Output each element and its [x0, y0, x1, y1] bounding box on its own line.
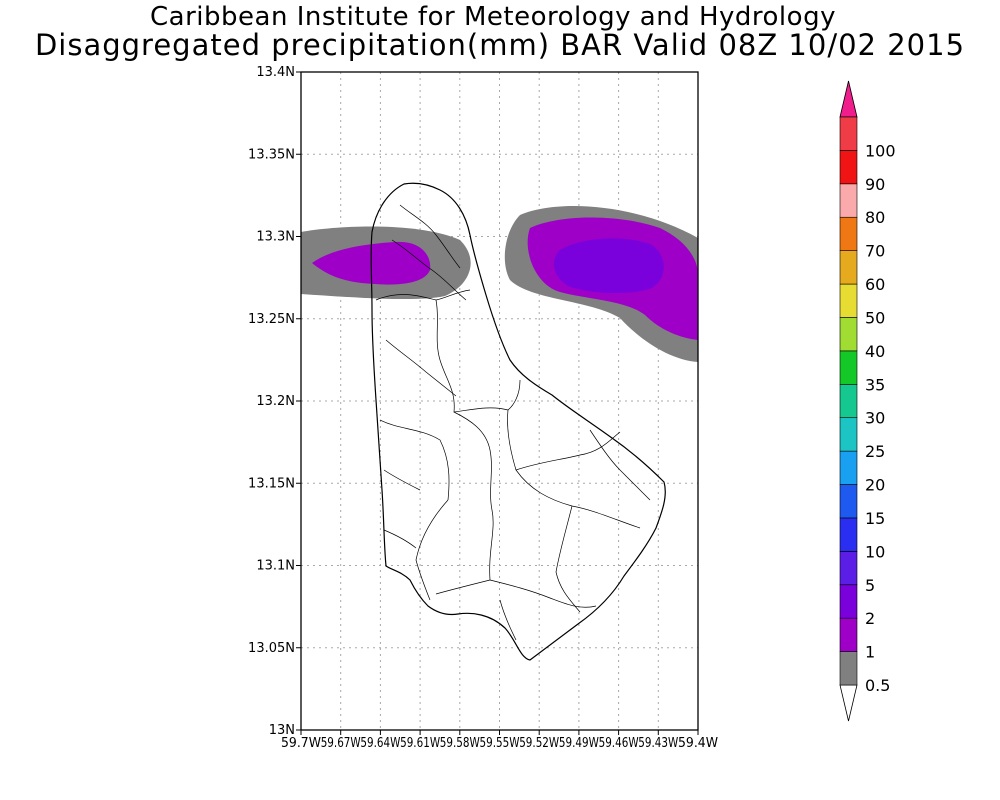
- legend-label: 25: [865, 442, 885, 461]
- legend-swatch: [839, 183, 858, 218]
- map-subtitle: Disaggregated precipitation(mm) BAR Vali…: [34, 28, 966, 62]
- lat-tick-label: 13.3N: [256, 230, 295, 245]
- legend-label: 70: [865, 242, 885, 261]
- legend-label: 30: [865, 409, 885, 428]
- lon-tick-label: 59.43W: [638, 736, 678, 751]
- lat-tick-label: 13.05N: [248, 641, 295, 656]
- axes: 13N 13.05N 13.1N 13.15N 13.2N 13.25N 13.3N 13.3…: [248, 65, 718, 751]
- legend-swatch: [839, 317, 858, 352]
- legend-swatch: [839, 216, 858, 251]
- lon-tick-label: 59.52W: [519, 736, 559, 751]
- legend-swatch: [839, 517, 858, 552]
- island-interior-boundaries: [375, 204, 651, 641]
- map-title: Caribbean Institute for Meteorology and …: [150, 2, 836, 32]
- precip-area-east-2mm: [553, 238, 664, 294]
- legend-swatch: [839, 150, 858, 185]
- lat-tick-label: 13N: [269, 723, 295, 738]
- precipitation-field: [301, 206, 698, 362]
- lon-tick-label: 59.58W: [440, 736, 480, 751]
- lon-tick-label: 59.61W: [400, 736, 440, 751]
- legend-over-arrow: [839, 80, 858, 118]
- lat-tick-label: 13.25N: [248, 312, 295, 327]
- legend-label: 0.5: [865, 676, 890, 695]
- legend-label: 100: [865, 141, 896, 160]
- lon-tick-label: 59.46W: [599, 736, 639, 751]
- legend-label: 1: [865, 643, 875, 662]
- legend-swatch: [839, 651, 858, 686]
- legend-swatch: [839, 350, 858, 385]
- legend-swatch: [839, 484, 858, 519]
- legend-label: 80: [865, 208, 885, 227]
- legend-swatch: [839, 383, 858, 419]
- lat-tick-label: 13.1N: [256, 559, 295, 574]
- legend-label: 90: [865, 175, 885, 194]
- legend-swatch: [839, 116, 858, 151]
- legend-swatch: [839, 617, 858, 652]
- lat-tick-label: 13.2N: [256, 394, 295, 409]
- lon-tick-label: 59.55W: [480, 736, 520, 751]
- legend-label: 20: [865, 476, 885, 495]
- legend-label: 10: [865, 542, 885, 561]
- legend-swatch: [839, 551, 858, 586]
- island-coastline: [370, 182, 666, 661]
- legend-label: 35: [865, 375, 885, 394]
- legend-swatch: [839, 584, 858, 619]
- lon-tick-label: 59.67W: [321, 736, 361, 751]
- lon-tick-label: 59.49W: [559, 736, 599, 751]
- legend-swatch: [839, 450, 858, 485]
- legend-swatch: [839, 283, 858, 318]
- legend-swatch: [839, 417, 858, 452]
- lon-tick-label: 59.64W: [360, 736, 400, 751]
- lat-tick-label: 13.35N: [248, 147, 295, 162]
- lat-tick-label: 13.15N: [248, 476, 295, 491]
- legend-label: 5: [865, 576, 875, 595]
- legend-label: 15: [865, 509, 885, 528]
- legend-under-arrow: [839, 684, 858, 722]
- legend-label: 50: [865, 308, 885, 327]
- lon-tick-label: 59.4W: [678, 736, 718, 751]
- lat-tick-label: 13.4N: [256, 65, 295, 80]
- legend-label: 2: [865, 609, 875, 628]
- legend-label: 60: [865, 275, 885, 294]
- legend-swatch: [839, 250, 858, 285]
- lon-tick-label: 59.7W: [281, 736, 321, 751]
- legend-label: 40: [865, 342, 885, 361]
